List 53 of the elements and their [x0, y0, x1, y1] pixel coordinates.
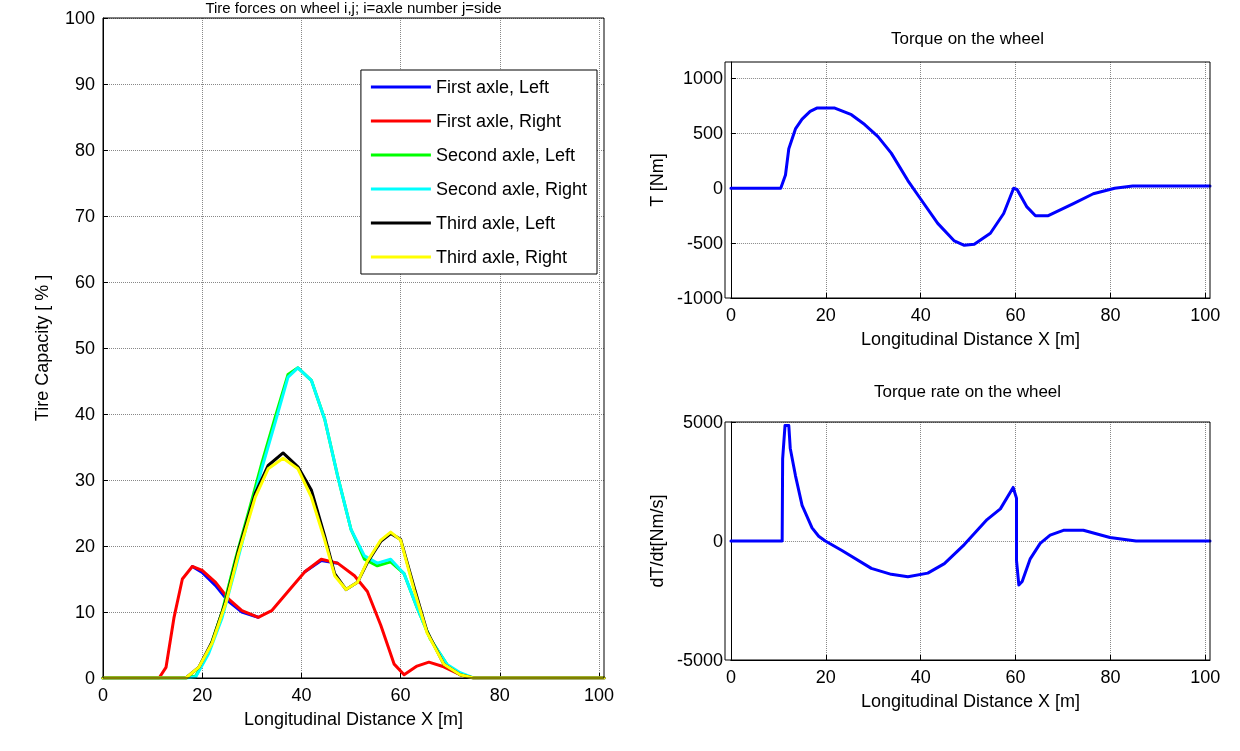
x-tick-label: 40 [910, 305, 931, 325]
x-axis-title: Longitudinal Distance X [m] [243, 709, 464, 729]
x-tick-label: 20 [815, 667, 836, 687]
y-tick-label: 1000 [682, 68, 723, 89]
y-tick-label: -1000 [676, 288, 723, 308]
y-tick-label: 80 [74, 140, 95, 160]
y-tick-label: 500 [692, 123, 723, 144]
y-tick-label: 60 [74, 272, 95, 292]
legend-label: Second axle, Left [435, 145, 576, 165]
y-tick-label: 70 [74, 206, 95, 226]
y-tick-label: -500 [686, 233, 723, 254]
x-tick-label: 40 [910, 667, 931, 687]
legend-label: Third axle, Right [435, 247, 567, 267]
y-axis-title: T [Nm] [647, 153, 667, 207]
line-series [729, 106, 1212, 247]
legend-label: First axle, Right [435, 111, 561, 131]
y-tick-label: 90 [74, 74, 95, 94]
y-tick-label: 20 [74, 536, 95, 556]
x-tick-label: 80 [1100, 305, 1121, 325]
y-tick-label: 10 [74, 602, 95, 622]
x-tick-label: 0 [725, 305, 736, 325]
x-axis-title: Longitudinal Distance X [m] [860, 691, 1081, 711]
x-axis-title: Longitudinal Distance X [m] [860, 329, 1081, 349]
chart-title: Tire forces on wheel i,j; i=axle number j=side [205, 0, 502, 16]
line-series [729, 424, 1212, 587]
y-tick-label: 40 [74, 404, 95, 424]
legend-label: First axle, Left [435, 77, 549, 97]
x-tick-label: 60 [1005, 305, 1026, 325]
legend-label: Third axle, Left [435, 213, 555, 233]
x-tick-label: 100 [1190, 667, 1221, 687]
chart-title: Torque on the wheel [890, 29, 1045, 48]
chart-title: Torque rate on the wheel [873, 382, 1062, 401]
y-tick-label: 0 [712, 178, 723, 199]
y-tick-label: 5000 [682, 412, 723, 432]
y-tick-label: 50 [74, 338, 95, 358]
x-tick-label: 80 [1100, 667, 1121, 687]
x-tick-label: 20 [815, 305, 836, 325]
y-tick-label: 100 [64, 8, 95, 28]
y-tick-label: 0 [712, 531, 723, 551]
y-tick-label: 30 [74, 470, 95, 490]
x-tick-label: 40 [291, 685, 312, 705]
x-tick-label: 60 [1005, 667, 1026, 687]
x-tick-label: 80 [489, 685, 510, 705]
y-axis-title: Tire Capacity [ % ] [32, 274, 52, 422]
x-tick-label: 0 [97, 685, 109, 705]
x-tick-label: 100 [1190, 305, 1221, 325]
x-tick-label: 60 [390, 685, 411, 705]
y-tick-label: -5000 [676, 650, 723, 670]
legend-label: Second axle, Right [435, 179, 587, 199]
x-tick-label: 20 [192, 685, 213, 705]
x-tick-label: 100 [584, 685, 615, 705]
x-tick-label: 0 [725, 667, 736, 687]
y-axis-title: dT/dt[Nm/s] [647, 494, 667, 588]
